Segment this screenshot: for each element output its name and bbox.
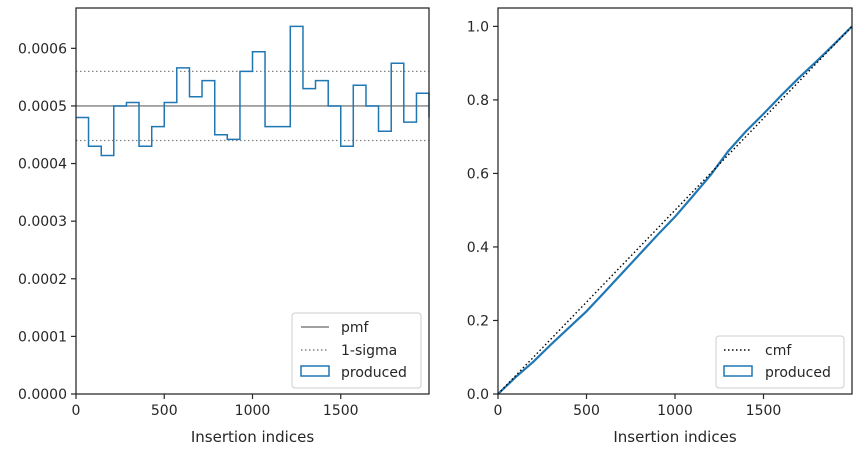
pmf-legend-sigma-label: 1-sigma <box>341 343 397 359</box>
pmf-x-tick-label: 1000 <box>235 403 271 419</box>
pmf-legend-produced-swatch <box>300 365 330 377</box>
cmf-reference-line <box>497 25 853 395</box>
pmf-legend-box <box>291 312 422 389</box>
cmf-legend-cmf-label: cmf <box>765 343 792 359</box>
produced-histogram-step <box>76 25 430 157</box>
cmf-y-tick-label: 0.2 <box>467 313 489 329</box>
pmf-y-tick-label: 0.0001 <box>18 329 67 345</box>
cmf-plot-area <box>497 25 853 395</box>
cmf-y-tick-label: 0.0 <box>467 387 489 403</box>
pmf-legend-pmf-label: pmf <box>341 320 370 336</box>
cmf-legend-box <box>715 335 845 389</box>
cmf-y-tick-label: 0.4 <box>467 240 489 256</box>
pmf-x-axis-label: Insertion indices <box>191 428 314 446</box>
pmf-y-tick-label: 0.0002 <box>18 272 67 288</box>
pmf-axes-frame <box>75 7 430 395</box>
produced-cumulative-line <box>497 25 853 395</box>
pmf-ticks: 0 500 1000 1500 0.0000 0.0001 0.0002 0.0003 0.00… <box>18 41 359 419</box>
cmf-axes-frame <box>497 7 853 395</box>
cmf-chart: 0 500 1000 1500 0.0 0.2 0.4 0.6 0.8 1.0 Insertion… <box>467 7 853 446</box>
cmf-legend-produced-label: produced <box>765 365 831 381</box>
pmf-x-tick-label: 500 <box>151 403 178 419</box>
cmf-y-tick-label: 1.0 <box>467 19 489 35</box>
cmf-x-tick-label: 0 <box>494 403 503 419</box>
cmf-x-axis-label: Insertion indices <box>613 428 736 446</box>
pmf-y-tick-label: 0.0000 <box>18 387 67 403</box>
cmf-x-tick-label: 1500 <box>746 403 782 419</box>
cmf-y-tick-label: 0.8 <box>467 93 489 109</box>
pmf-y-tick-label: 0.0004 <box>18 157 67 173</box>
cmf-x-tick-label: 1000 <box>657 403 693 419</box>
pmf-legend: pmf 1-sigma produced <box>291 312 422 389</box>
pmf-plot-area <box>76 25 430 157</box>
pmf-x-tick-label: 0 <box>72 403 81 419</box>
pmf-y-tick-label: 0.0003 <box>18 214 67 230</box>
cmf-y-tick-label: 0.6 <box>467 166 489 182</box>
cmf-x-tick-label: 500 <box>573 403 600 419</box>
cmf-legend: cmf produced <box>715 335 845 389</box>
pmf-y-tick-label: 0.0006 <box>18 41 67 57</box>
pmf-y-tick-label: 0.0005 <box>18 99 67 115</box>
cmf-ticks: 0 500 1000 1500 0.0 0.2 0.4 0.6 0.8 1.0 <box>467 19 782 419</box>
pmf-chart: 0 500 1000 1500 0.0000 0.0001 0.0002 0.0003 0.00… <box>18 7 430 446</box>
pmf-x-tick-label: 1500 <box>323 403 359 419</box>
cmf-legend-produced-swatch <box>723 365 753 377</box>
pmf-legend-produced-label: produced <box>341 365 407 381</box>
